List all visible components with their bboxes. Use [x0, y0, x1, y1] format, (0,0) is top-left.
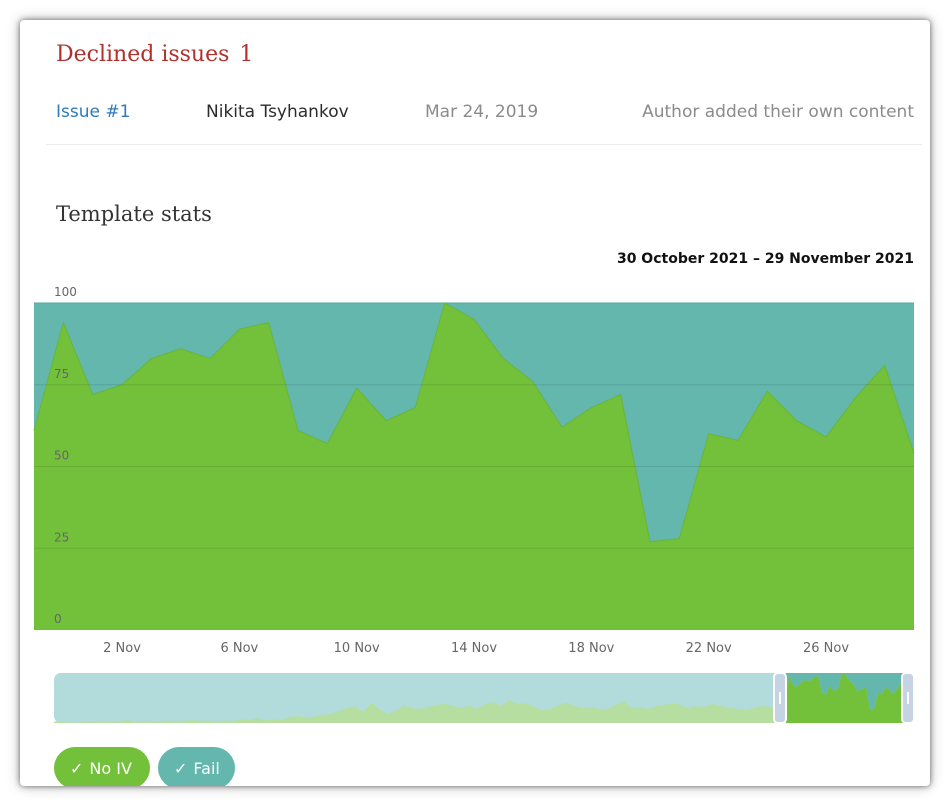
issue-date: Mar 24, 2019 [425, 102, 539, 122]
x-tick-label: 10 Nov [334, 641, 380, 656]
navigator-window-fail [786, 673, 906, 710]
check-icon: ✓ [174, 758, 188, 778]
legend-fail-toggle[interactable]: ✓ Fail [158, 747, 235, 786]
declined-issues-count: 1 [239, 42, 254, 67]
x-tick-label: 18 Nov [568, 641, 614, 656]
legend-no-iv-toggle[interactable]: ✓ No IV [54, 747, 150, 786]
series-fail-area [34, 303, 914, 542]
template-card: Declined issues 1 Issue #1 Nikita Tsyhank… [20, 20, 930, 786]
template-stats-title: Template stats [56, 202, 212, 226]
y-tick-label: 25 [54, 530, 69, 544]
series-no-iv-line [33, 302, 915, 543]
stats-area-chart[interactable]: 0 25 50 75 100 2 Nov 6 Nov 10 Nov 14 Nov 18 Nov 22… [20, 280, 930, 665]
y-tick-label: 0 [54, 612, 62, 626]
declined-issues-heading: Declined issues 1 [56, 42, 253, 67]
date-range-label[interactable]: 30 October 2021 – 29 November 2021 [616, 251, 914, 267]
x-tick-label: 6 Nov [220, 641, 258, 656]
y-tick-label: 100 [54, 285, 77, 299]
navigator-window-no-iv [786, 673, 906, 723]
x-tick-label: 2 Nov [103, 641, 141, 656]
y-tick-label: 50 [54, 449, 69, 463]
issue-link[interactable]: Issue #1 [56, 102, 131, 122]
section-divider [46, 144, 922, 145]
series-no-iv-area [34, 303, 914, 630]
x-tick-label: 14 Nov [451, 641, 497, 656]
chart-navigator[interactable] [20, 665, 930, 735]
declined-issues-title: Declined issues [56, 42, 230, 67]
x-tick-label: 26 Nov [803, 641, 849, 656]
legend-no-iv-label: No IV [89, 758, 132, 778]
navigator-history-area [54, 700, 778, 723]
legend-fail-label: Fail [193, 758, 220, 778]
x-tick-label: 22 Nov [686, 641, 732, 656]
issue-reason: Author added their own content [642, 102, 914, 122]
check-icon: ✓ [70, 758, 84, 778]
y-tick-label: 75 [54, 367, 69, 381]
issue-author: Nikita Tsyhankov [206, 102, 349, 122]
